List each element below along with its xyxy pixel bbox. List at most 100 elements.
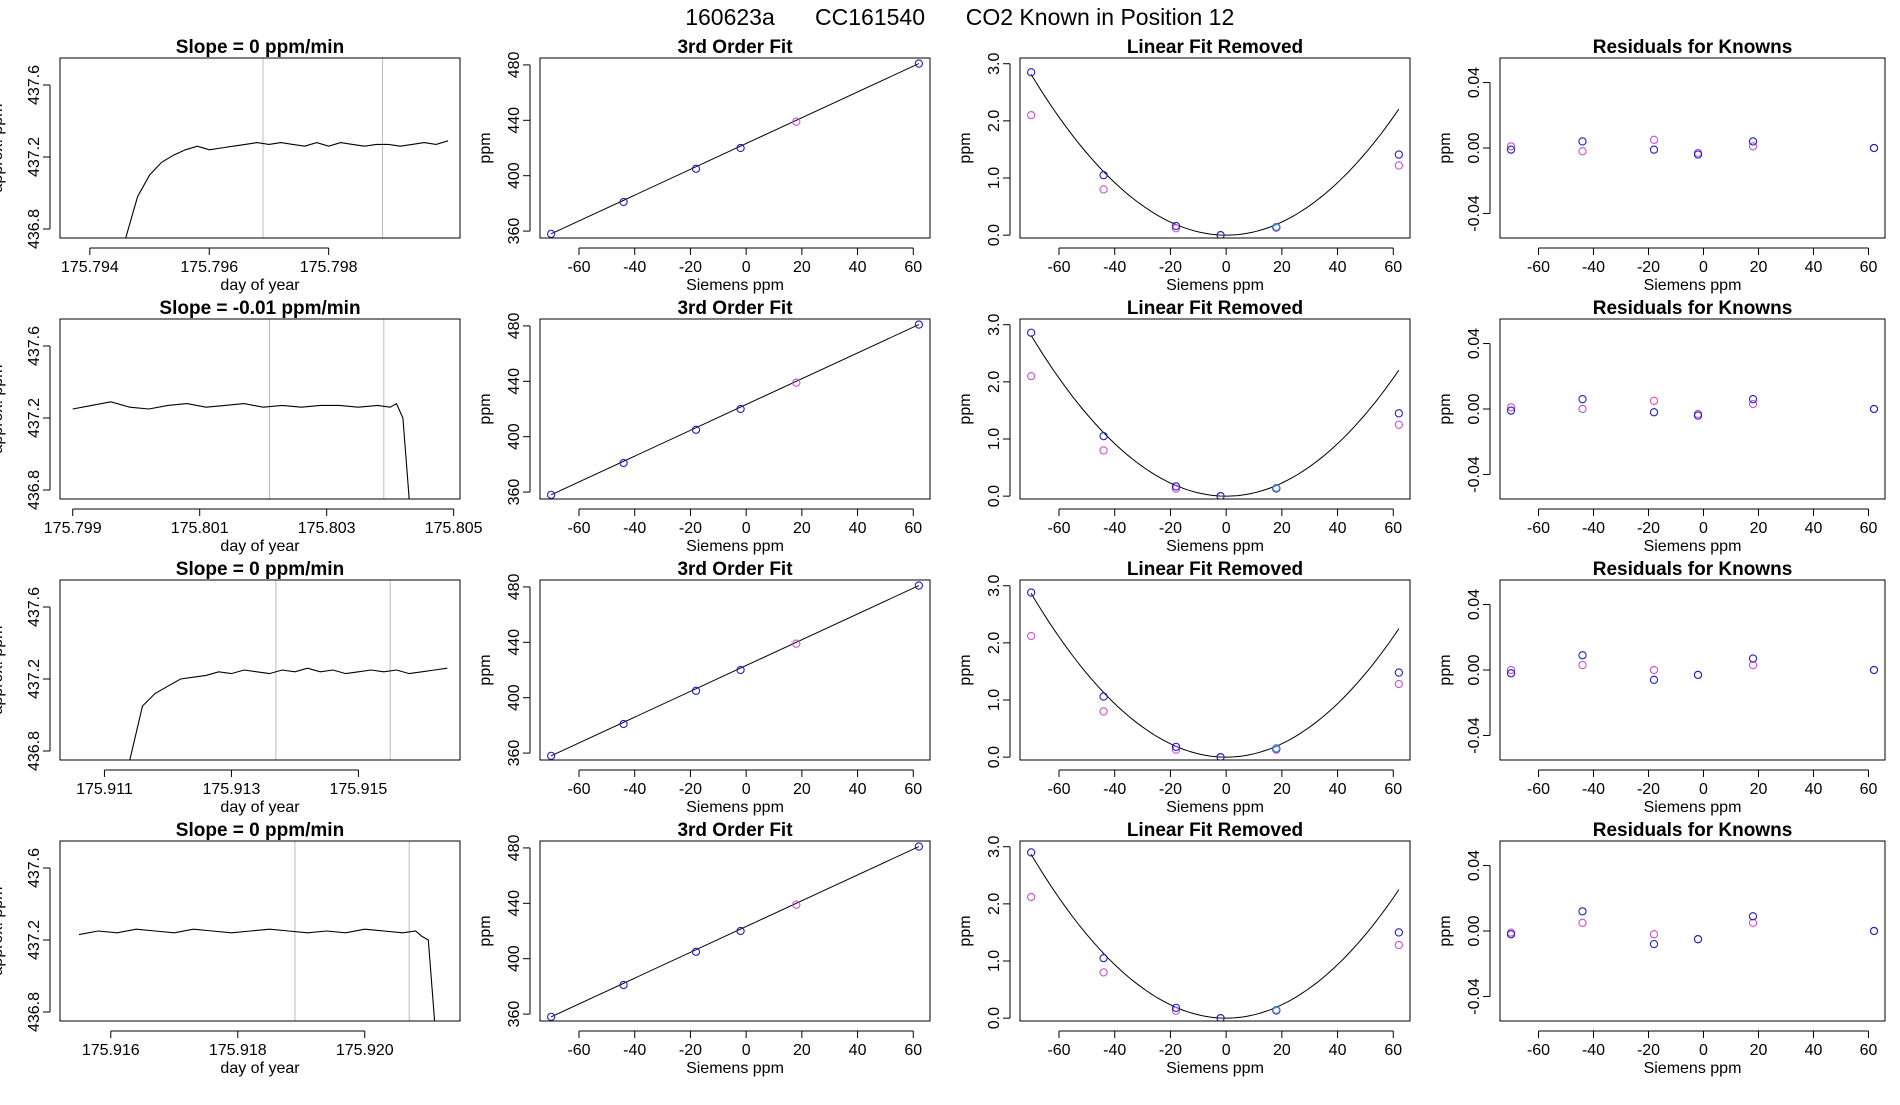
y-tick-label: 0.0 bbox=[986, 485, 1003, 507]
concentration-trace bbox=[72, 401, 410, 499]
alt-point bbox=[1026, 631, 1036, 641]
x-tick-label: 40 bbox=[849, 520, 867, 537]
y-tick-label: 480 bbox=[506, 312, 523, 339]
y-tick-label: 440 bbox=[506, 890, 523, 917]
fit-curve bbox=[1030, 593, 1400, 758]
x-tick-label: 20 bbox=[793, 259, 811, 276]
panel-title: Residuals for Knowns bbox=[1593, 298, 1793, 319]
alt-point bbox=[1649, 396, 1659, 405]
plot-area bbox=[1026, 588, 1404, 760]
y-tick-label: 3.0 bbox=[986, 52, 1003, 74]
x-tick-label: 0 bbox=[1222, 1042, 1231, 1059]
x-tick-label: -40 bbox=[1103, 1042, 1126, 1059]
x-tick-label: -20 bbox=[1159, 259, 1182, 276]
y-tick-label: 0.00 bbox=[1466, 393, 1483, 424]
x-tick-label: -60 bbox=[1047, 259, 1070, 276]
panel-r0-c1: 3rd Order Fit -60 -40 -20 0 20 40 60 Siemens ppm… bbox=[477, 37, 931, 294]
x-tick-label: 60 bbox=[1384, 1042, 1402, 1059]
x-tick-label: -60 bbox=[1047, 781, 1070, 798]
plot-frame bbox=[539, 840, 931, 1022]
x-tick-label: 60 bbox=[1860, 781, 1878, 798]
y-tick-label: 436.8 bbox=[26, 470, 43, 510]
alt-point bbox=[1748, 142, 1758, 151]
x-tick-label: -60 bbox=[1527, 520, 1550, 537]
known-point bbox=[1394, 668, 1404, 677]
panel-title: 3rd Order Fit bbox=[677, 298, 793, 319]
known-point bbox=[546, 751, 556, 760]
panel-title: Residuals for Knowns bbox=[1593, 820, 1793, 841]
x-tick-label: -40 bbox=[623, 520, 646, 537]
plot-area bbox=[1026, 328, 1404, 499]
y-axis-label: ppm bbox=[957, 915, 974, 946]
y-tick-label: 2.0 bbox=[986, 110, 1003, 132]
y-axis-label: ppm bbox=[477, 915, 494, 946]
panel-r3-c0: Slope = 0 ppm/min 175.916 175.918 175.920 da… bbox=[0, 820, 461, 1077]
panel-title: Slope = 0 ppm/min bbox=[176, 820, 344, 841]
alt-point bbox=[1578, 918, 1587, 927]
panel-r0-c3: Residuals for Knowns -60 -40 -20 0 20 40 60 Siem… bbox=[1437, 37, 1886, 294]
x-tick-label: 175.915 bbox=[329, 781, 387, 798]
y-axis-label: approx. ppm bbox=[0, 365, 6, 454]
x-axis-label: Siemens ppm bbox=[1644, 1060, 1742, 1077]
x-tick-label: 20 bbox=[793, 781, 811, 798]
known-point bbox=[1099, 431, 1108, 441]
panel-r1-c3: Residuals for Knowns -60 -40 -20 0 20 40 60 Siem… bbox=[1437, 298, 1886, 555]
x-tick-label: -20 bbox=[679, 520, 702, 537]
known-point bbox=[914, 59, 924, 68]
alt-point bbox=[1693, 148, 1703, 158]
x-tick-label: -60 bbox=[567, 520, 590, 537]
alt-point bbox=[1394, 679, 1404, 689]
panel-title: Slope = -0.01 ppm/min bbox=[159, 298, 360, 319]
panel-title: 3rd Order Fit bbox=[677, 820, 793, 841]
y-tick-label: 360 bbox=[506, 1001, 523, 1028]
fit-curve bbox=[1030, 335, 1400, 497]
known-point bbox=[1026, 848, 1036, 857]
x-tick-label: -40 bbox=[623, 781, 646, 798]
x-tick-label: 40 bbox=[849, 781, 867, 798]
x-axis-label: day of year bbox=[220, 799, 300, 816]
plot-frame bbox=[1499, 57, 1886, 239]
x-tick-label: -60 bbox=[567, 1042, 590, 1059]
known-point bbox=[1216, 752, 1225, 760]
x-tick-label: 20 bbox=[793, 1042, 811, 1059]
x-tick-label: 0 bbox=[1699, 1042, 1708, 1059]
x-tick-label: 60 bbox=[1860, 1042, 1878, 1059]
x-axis-label: Siemens ppm bbox=[1644, 538, 1742, 555]
x-axis-label: Siemens ppm bbox=[1166, 277, 1264, 294]
x-tick-label: 0 bbox=[1222, 520, 1231, 537]
alt-point bbox=[1506, 403, 1516, 412]
panel-title: Linear Fit Removed bbox=[1127, 559, 1303, 580]
y-axis-label: approx. ppm bbox=[0, 104, 6, 193]
alt-point bbox=[1394, 161, 1404, 170]
known-point bbox=[1578, 395, 1587, 404]
alt-point bbox=[1026, 371, 1036, 381]
panel-title: Linear Fit Removed bbox=[1127, 37, 1303, 58]
panel-r0-c0: Slope = 0 ppm/min 175.794 175.796 175.798da… bbox=[0, 37, 461, 294]
y-tick-label: 3.0 bbox=[986, 835, 1003, 857]
fit-line bbox=[550, 63, 920, 235]
alt-point bbox=[1748, 918, 1758, 927]
y-axis-label: ppm bbox=[477, 654, 494, 685]
suptitle-tank: CC161540 bbox=[815, 4, 925, 30]
y-tick-label: 436.8 bbox=[26, 209, 43, 249]
x-tick-label: 175.913 bbox=[203, 781, 261, 798]
alt-point bbox=[1171, 224, 1181, 233]
x-tick-label: -20 bbox=[679, 781, 702, 798]
x-tick-label: 20 bbox=[1273, 1042, 1291, 1059]
y-tick-label: 2.0 bbox=[986, 632, 1003, 654]
known-point bbox=[1649, 145, 1659, 154]
x-tick-label: -60 bbox=[1527, 781, 1550, 798]
alt-point bbox=[1099, 968, 1108, 977]
plot-frame bbox=[1019, 318, 1411, 500]
panel-title: 3rd Order Fit bbox=[677, 559, 793, 580]
y-tick-label: 437.6 bbox=[26, 65, 43, 105]
x-tick-label: 175.918 bbox=[209, 1042, 267, 1059]
x-tick-label: -20 bbox=[1637, 259, 1660, 276]
x-tick-label: 20 bbox=[1750, 259, 1768, 276]
known-point bbox=[1506, 145, 1516, 154]
plot-frame bbox=[539, 318, 931, 500]
x-tick-label: 60 bbox=[904, 781, 922, 798]
y-tick-label: 360 bbox=[506, 740, 523, 767]
x-tick-label: 40 bbox=[1329, 259, 1347, 276]
